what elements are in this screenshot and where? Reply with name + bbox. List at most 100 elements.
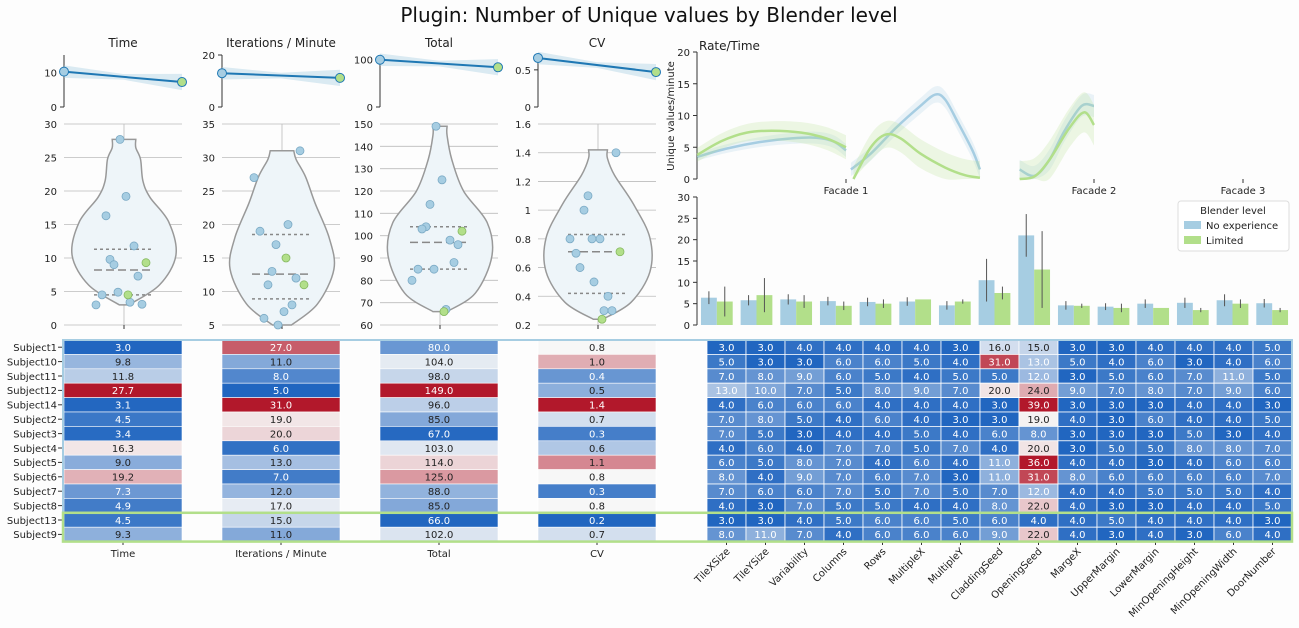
matrix-cell-value: 3.0: [953, 415, 969, 426]
summary-column-label: CV: [590, 549, 604, 560]
matrix-cell-value: 4.0: [953, 501, 969, 512]
violin_total-point-no-experience: [445, 235, 455, 245]
matrix-cell-value: 6.0: [1265, 386, 1281, 397]
matrix-cell-value: 7.0: [1187, 386, 1203, 397]
matrix-cell-value: 8.0: [758, 415, 774, 426]
matrix-cell-value: 3.0: [1109, 429, 1125, 440]
matrix-cell-value: 4.0: [719, 401, 735, 412]
violin_time-ytick-label: 0: [51, 321, 57, 332]
subject-row-label: Subject12: [7, 386, 57, 397]
matrix-cell-value: 7.0: [914, 473, 930, 484]
reg_total-ytick-label: 0: [367, 103, 373, 114]
violin_iter-point-no-experience: [283, 220, 293, 229]
reg_time-ytick-label: 0: [51, 103, 57, 114]
matrix-cell-value: 7.0: [1265, 473, 1281, 484]
matrix-cell-value: 3.0: [1070, 372, 1086, 383]
summary-cell-value: 4.9: [115, 501, 131, 512]
violin_time-point-no-experience: [121, 191, 131, 201]
matrix-cell-value: 5.0: [1265, 372, 1281, 383]
matrix-cell-value: 31.0: [1027, 473, 1049, 484]
bar-no-experience: [1176, 302, 1193, 325]
bar-no-experience: [899, 301, 916, 325]
violin_total-point-no-experience: [431, 121, 441, 131]
matrix-cell-value: 6.0: [758, 401, 774, 412]
subject-row-label: Subject10: [7, 357, 57, 368]
matrix-cell-value: 3.0: [1265, 401, 1281, 412]
violin_cv-point-limited: [615, 247, 625, 257]
matrix-column-label: MargeX: [1049, 546, 1084, 581]
matrix-cell-value: 6.0: [1265, 458, 1281, 469]
matrix-cell-value: 4.0: [1226, 415, 1242, 426]
matrix-cell-value: 4.0: [1187, 415, 1203, 426]
bar-limited: [1272, 310, 1289, 325]
matrix-cell-value: 8.0: [875, 386, 891, 397]
matrix-cell-value: 7.0: [953, 444, 969, 455]
reg_time-regression-line: [63, 70, 183, 84]
summary-cell-value: 125.0: [425, 473, 454, 484]
summary-cell-value: 7.0: [273, 473, 289, 484]
violin_time-point-no-experience: [91, 300, 101, 310]
matrix-cell-value: 9.0: [797, 372, 813, 383]
summary-cell-value: 1.4: [589, 401, 605, 412]
matrix-cell-value: 6.0: [1148, 415, 1164, 426]
violin_time-point-no-experience: [133, 271, 143, 281]
summary-cell-value: 0.5: [589, 386, 605, 397]
subject-row-label: Subject1: [13, 343, 57, 354]
matrix-cell-value: 7.0: [1187, 372, 1203, 383]
bar-no-experience: [1216, 300, 1233, 325]
summary-cell-value: 3.1: [115, 401, 131, 412]
summary-cell-value: 0.2: [589, 516, 605, 527]
matrix-cell-value: 4.0: [1226, 501, 1242, 512]
summary-cell-value: 67.0: [428, 429, 450, 440]
matrix-cell-value: 6.0: [992, 429, 1008, 440]
bar-no-experience: [740, 300, 757, 325]
violin_iter-ytick-label: 30: [202, 154, 215, 165]
violin_cv-ytick-label: 1.2: [515, 177, 531, 188]
violin_cv-point-no-experience: [565, 234, 575, 244]
matrix-column-label: MinOpeningHeight: [1127, 546, 1201, 620]
violin_total-ytick-label: 90: [360, 254, 373, 265]
matrix-cell-value: 7.0: [914, 487, 930, 498]
reg_cv-panel: CV 0 0.5: [515, 36, 661, 114]
violin_time-point-no-experience: [109, 260, 119, 270]
matrix-cell-value: 4.0: [914, 401, 930, 412]
rate-time-line-limited: [696, 129, 847, 156]
matrix-cell-value: 6.0: [1226, 530, 1242, 541]
rate-time-ytick-label: 15: [677, 80, 690, 91]
matrix-cell-value: 6.0: [1187, 473, 1203, 484]
violin_time-point-no-experience: [137, 299, 147, 309]
matrix-cell-value: 6.0: [1148, 357, 1164, 368]
summary-cell-value: 88.0: [428, 487, 450, 498]
matrix-cell-value: 7.0: [992, 487, 1008, 498]
summary-column-label: Total: [426, 549, 450, 560]
violin_iter-point-no-experience: [295, 146, 305, 156]
bar-no-experience: [700, 297, 717, 325]
legend-swatch: [1184, 236, 1201, 244]
summary-cell-value: 9.3: [115, 530, 131, 541]
summary-cell-value: 31.0: [270, 401, 292, 412]
matrix-cell-value: 5.0: [875, 372, 891, 383]
matrix-cell-value: 3.0: [1148, 429, 1164, 440]
matrix-cell-value: 6.0: [1148, 372, 1164, 383]
matrix-cell-value: 5.0: [836, 501, 852, 512]
matrix-cell-value: 4.0: [1226, 516, 1242, 527]
matrix-cell-value: 4.0: [836, 415, 852, 426]
rate-time-ci-band: [1019, 92, 1094, 182]
subject-row-label: Subject8: [13, 501, 57, 512]
group-outline-limited: [61, 511, 1294, 543]
summary-cell-value: 6.0: [273, 444, 289, 455]
matrix-cell-value: 16.0: [988, 343, 1010, 354]
violin_cv-point-limited: [597, 314, 607, 324]
violin_total-point-no-experience: [413, 264, 423, 274]
matrix-column-label: Variability: [768, 546, 811, 589]
summary-cell-value: 8.0: [273, 372, 289, 383]
matrix-cell-value: 5.0: [758, 429, 774, 440]
matrix-cell-value: 7.0: [719, 487, 735, 498]
matrix-cell-value: 7.0: [875, 444, 891, 455]
rate-time-ci-band: [697, 131, 846, 161]
rate-time-ytick-label: 10: [677, 112, 690, 123]
summary-cell-value: 4.5: [115, 516, 131, 527]
matrix-cell-value: 3.0: [797, 357, 813, 368]
summary-cell-value: 5.0: [273, 386, 289, 397]
matrix-cell-value: 4.0: [953, 401, 969, 412]
